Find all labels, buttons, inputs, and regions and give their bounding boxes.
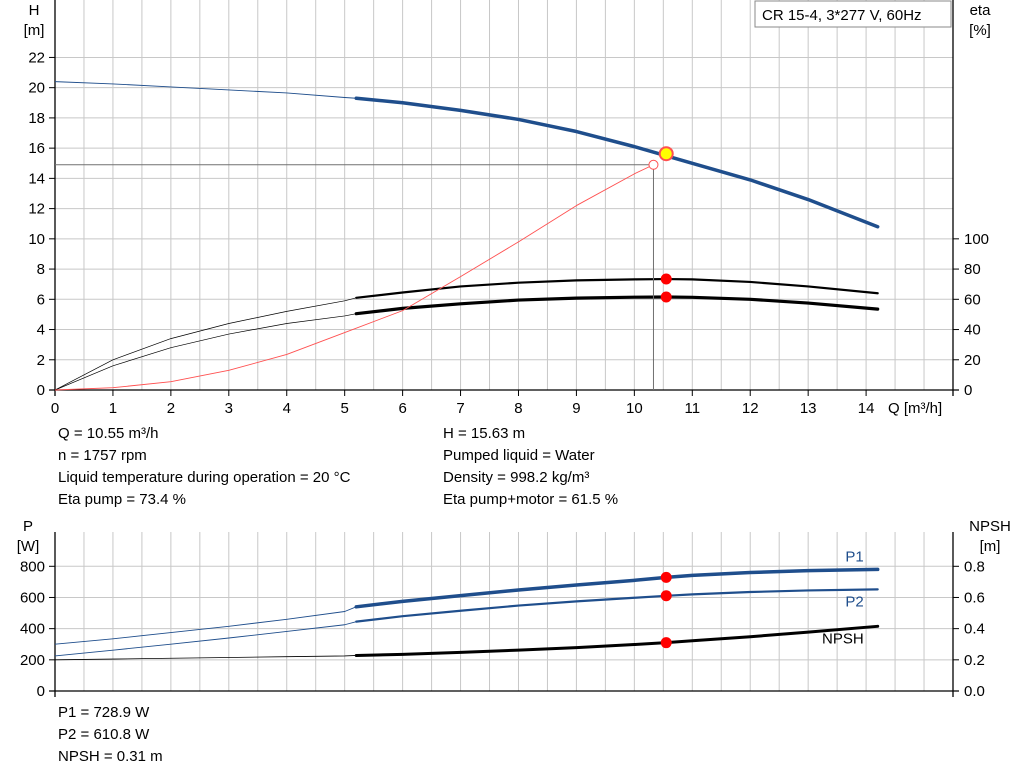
grid — [55, 532, 954, 692]
y-tick-label-right: 40 — [964, 322, 981, 339]
x-tick-label: 3 — [225, 400, 233, 417]
p1-readout: P1 = 728.9 W — [58, 704, 150, 721]
npsh-curve — [354, 624, 880, 657]
x-tick-label: 6 — [398, 400, 406, 417]
power-marker-3 — [660, 637, 672, 649]
power-marker-2 — [660, 590, 672, 602]
p2-label: P2 — [845, 593, 863, 610]
temperature-readout: Liquid temperature during operation = 20… — [58, 469, 351, 486]
y-tick-label-left: 0 — [37, 683, 45, 700]
y-tick-label-left: 18 — [28, 110, 45, 127]
p1-label: P1 — [845, 548, 863, 565]
y-tick-label-left: 6 — [37, 291, 45, 308]
y-axis-label-right-line-2: [%] — [969, 22, 991, 39]
y-axis-label-left-line-2: [W] — [17, 538, 40, 555]
y-tick-label-left: 12 — [28, 201, 45, 218]
power-marker-1 — [660, 571, 672, 583]
x-tick-label: 4 — [283, 400, 291, 417]
efficiency-marker-1 — [660, 273, 672, 285]
y-tick-label-right: 0 — [964, 382, 972, 399]
y-tick-label-left: 10 — [28, 231, 45, 248]
npsh-curve-thin — [54, 655, 357, 661]
npsh-readout: NPSH = 0.31 m — [58, 748, 163, 765]
p1-curve — [354, 567, 880, 609]
y-tick-label-left: 8 — [37, 261, 45, 278]
x-tick-label: 7 — [456, 400, 464, 417]
duty-point-marker — [658, 146, 674, 162]
pump-label: CR 15-4, 3*277 V, 60Hz — [762, 7, 922, 24]
y-tick-label-left: 22 — [28, 49, 45, 66]
y-axis-label-left-line-1: H — [29, 2, 40, 19]
y-tick-label-right: 0.0 — [964, 683, 985, 700]
eta-pump-motor-curve — [354, 295, 880, 316]
y-tick-label-left: 800 — [20, 558, 45, 575]
y-tick-label-left: 0 — [37, 382, 45, 399]
head-curve-thin — [54, 81, 357, 99]
x-tick-label: 10 — [626, 400, 643, 417]
requested-point-marker — [648, 159, 659, 170]
x-tick-label: 2 — [167, 400, 175, 417]
y-tick-label-right: 0.8 — [964, 558, 985, 575]
y-tick-label-left: 600 — [20, 589, 45, 606]
series-group: P1 P2 NPSH — [54, 548, 880, 661]
y-tick-label-left: 2 — [37, 352, 45, 369]
p2-curve — [355, 588, 879, 623]
x-tick-label: 0 — [51, 400, 59, 417]
y-tick-label-left: 200 — [20, 652, 45, 669]
system-curve-curve-thin — [54, 164, 654, 391]
p1-curve-thin — [54, 606, 357, 645]
x-tick-label: 13 — [800, 400, 817, 417]
y-tick-label-right: 0.6 — [964, 589, 985, 606]
y-axis-label-left-line-1: P — [23, 518, 33, 535]
series-group — [54, 81, 880, 391]
y-tick-label-left: 400 — [20, 621, 45, 638]
top-info-left: Q = 10.55 m³/h n = 1757 rpm Liquid tempe… — [58, 423, 350, 511]
power-npsh-chart: 0 200 400 600 800 0.0 0.2 0.4 0.6 0.8 P [W] NPSH [m] P… — [17, 518, 1011, 700]
y-axis-label-left-line-2: [m] — [24, 22, 45, 39]
top-info-right: H = 15.63 m Pumped liquid = Water Densit… — [443, 423, 618, 511]
y-axis-label-right-line-2: [m] — [980, 538, 1001, 555]
liquid-readout: Pumped liquid = Water — [443, 447, 595, 464]
efficiency-marker-2 — [660, 291, 672, 303]
pump-label-box: CR 15-4, 3*277 V, 60Hz — [754, 0, 952, 28]
y-tick-label-right: 0.2 — [964, 652, 985, 669]
grid — [55, 0, 954, 391]
y-tick-label-left: 4 — [37, 322, 45, 339]
y-axis-label-right-line-1: eta — [970, 2, 992, 19]
density-readout: Density = 998.2 kg/m³ — [443, 469, 590, 486]
y-tick-label-right: 100 — [964, 231, 989, 248]
x-tick-label: 1 — [109, 400, 117, 417]
y-tick-label-left: 14 — [28, 170, 45, 187]
x-tick-label: 9 — [572, 400, 580, 417]
x-tick-label: 14 — [858, 400, 875, 417]
y-tick-label-right: 0.4 — [964, 621, 985, 638]
head-curve — [354, 96, 880, 229]
y-tick-label-right: 20 — [964, 352, 981, 369]
flow-readout: Q = 10.55 m³/h — [58, 425, 159, 442]
x-tick-label: 11 — [685, 400, 701, 417]
x-tick-label: 12 — [742, 400, 759, 417]
p2-curve-thin — [54, 621, 357, 657]
y-axis-label-right-line-1: NPSH — [969, 518, 1011, 535]
eta-pump-readout: Eta pump = 73.4 % — [58, 491, 186, 508]
y-tick-label-left: 20 — [28, 80, 45, 97]
y-tick-label-left: 16 — [28, 140, 45, 157]
eta-total-readout: Eta pump+motor = 61.5 % — [443, 491, 619, 508]
y-tick-label-right: 80 — [964, 261, 981, 278]
x-tick-label: 8 — [514, 400, 522, 417]
eta-pump-curve — [355, 277, 879, 299]
p2-readout: P2 = 610.8 W — [58, 726, 150, 743]
head-readout: H = 15.63 m — [443, 425, 526, 442]
npsh-label: NPSH — [822, 630, 864, 647]
bottom-info: P1 = 728.9 W P2 = 610.8 W NPSH = 0.31 m — [58, 702, 163, 768]
eta-pump-curve-thin — [54, 297, 357, 391]
eta-pump-motor-curve-thin — [54, 313, 357, 391]
x-tick-label: 5 — [341, 400, 349, 417]
speed-readout: n = 1757 rpm — [58, 447, 147, 464]
y-tick-label-right: 60 — [964, 291, 981, 308]
x-axis-label: Q [m³/h] — [888, 400, 942, 417]
